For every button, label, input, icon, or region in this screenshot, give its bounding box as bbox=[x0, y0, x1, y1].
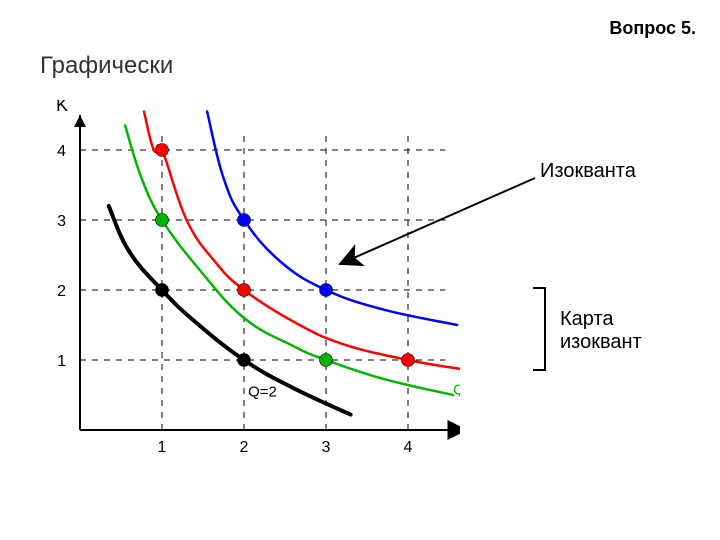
isoquant-chart: 12341234LKQ=2Q=3Q=4Q=6 bbox=[30, 100, 460, 505]
svg-text:4: 4 bbox=[404, 439, 413, 456]
svg-text:2: 2 bbox=[57, 283, 66, 300]
svg-text:Q=2: Q=2 bbox=[248, 384, 277, 401]
svg-text:4: 4 bbox=[57, 143, 66, 160]
svg-text:3: 3 bbox=[57, 213, 66, 230]
svg-text:3: 3 bbox=[322, 439, 331, 456]
question-number: Вопрос 5. bbox=[609, 18, 696, 39]
chart-svg: 12341234LKQ=2Q=3Q=4Q=6 bbox=[30, 100, 460, 500]
annotation-isoquant: Изокванта bbox=[540, 160, 636, 183]
svg-text:2: 2 bbox=[240, 439, 249, 456]
annotation-isoquant-map: Карта изоквант bbox=[560, 308, 700, 354]
page-title: Графически bbox=[40, 52, 173, 80]
svg-text:1: 1 bbox=[158, 439, 167, 456]
svg-text:Q=3: Q=3 bbox=[453, 381, 460, 398]
svg-text:1: 1 bbox=[57, 353, 66, 370]
svg-text:K: K bbox=[56, 100, 68, 115]
